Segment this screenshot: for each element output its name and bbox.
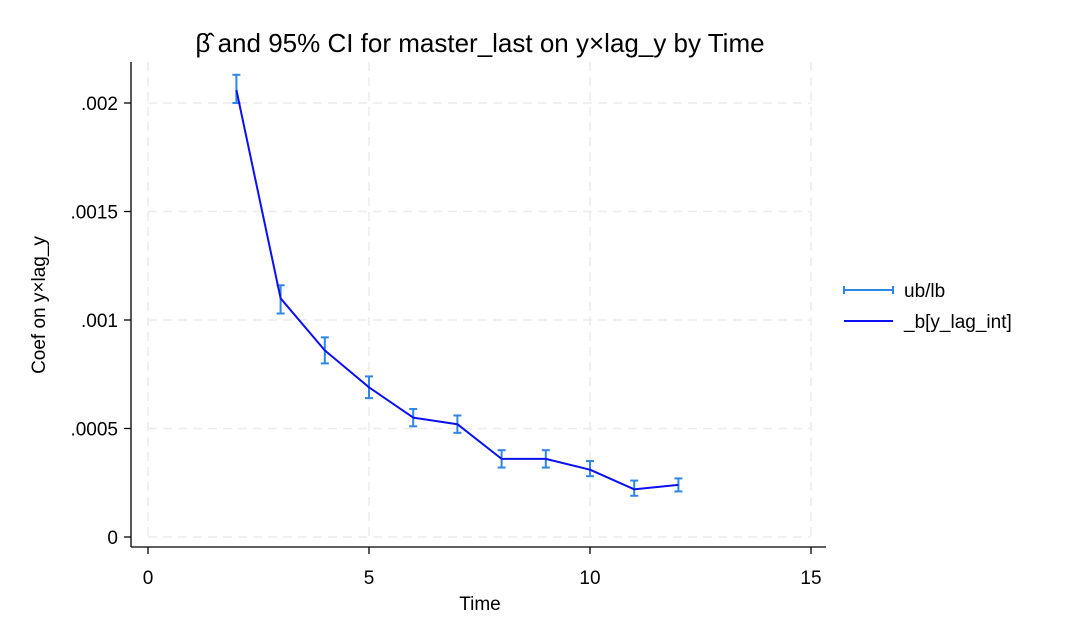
- y-tick-label: .001: [81, 311, 118, 332]
- y-tick-label: .0015: [70, 203, 118, 224]
- y-tick-label: 0: [107, 528, 118, 549]
- x-tick-label: 10: [579, 568, 600, 589]
- axes: [130, 62, 826, 548]
- x-tick-label: 5: [364, 568, 375, 589]
- grid: [147, 62, 812, 538]
- y-tick-label: .0005: [70, 420, 118, 441]
- legend-label-line: _b[y_lag_int]: [903, 312, 1012, 333]
- y-tick-label: .002: [81, 94, 118, 115]
- y-axis-label: Coef on y×lag_y: [29, 236, 50, 374]
- chart-title: β̂ and 95% CI for master_last on y×lag_y…: [195, 28, 764, 58]
- x-axis-label: Time: [459, 594, 501, 615]
- ticks: 0 .0005 .001 .0015 .002 0 5 10 15: [70, 94, 821, 589]
- coef-line: [235, 89, 679, 491]
- x-tick-label: 15: [800, 568, 821, 589]
- legend-label-ci: ub/lb: [904, 281, 945, 302]
- legend: ub/lb _b[y_lag_int]: [843, 281, 1012, 333]
- series-layer: [232, 73, 683, 497]
- x-tick-label: 0: [143, 568, 154, 589]
